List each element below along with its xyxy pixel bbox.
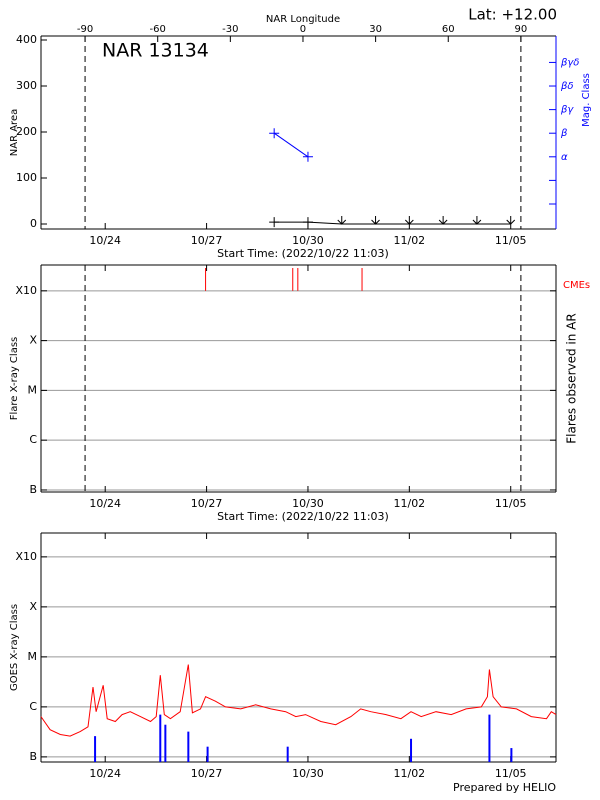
y-tick-label: C [29,700,37,713]
y-tick-label: X10 [15,550,37,563]
x2-tick-label: -30 [222,24,238,35]
series-line [273,132,309,158]
point-marker [438,215,448,225]
point-marker [371,215,380,225]
y2-tick-label: βγδ [560,57,579,68]
cme-label: CMEs [563,280,590,291]
x-axis-label: Start Time: (2022/10/22 11:03) [217,510,389,523]
x2-tick-label: -90 [77,24,93,35]
y-tick-label: X10 [15,284,37,297]
y-tick-label: 200 [16,125,37,138]
x2-tick-label: 0 [300,24,306,35]
y-tick-label: 0 [30,217,37,230]
y2-axis-label: Mag. Class [581,73,592,127]
x-tick-label: 11/05 [495,497,527,510]
y-tick-label: M [28,383,38,396]
point-marker [404,215,414,225]
y-tick-label: M [28,650,38,663]
y-tick-label: 100 [16,171,37,184]
y-axis-label: NAR Area [9,109,20,156]
x-tick-label: 10/30 [292,767,324,780]
point-marker [506,215,516,225]
point-marker [269,128,280,139]
y2-axis-label: Flares observed in AR [565,313,579,443]
x2-tick-label: -60 [150,24,166,35]
x2-axis-label: NAR Longitude [266,14,340,25]
x-tick-label: 10/27 [191,767,223,780]
x2-tick-label: 30 [369,24,382,35]
y-tick-label: 400 [16,33,37,46]
x-tick-label: 10/24 [89,767,121,780]
y2-tick-label: βδ [560,81,574,92]
point-marker [472,215,482,225]
y-axis-label: Flare X-ray Class [9,337,20,421]
x-tick-label: 11/05 [495,234,527,247]
footer: Prepared by HELIO [453,781,556,794]
y2-tick-label: βγ [560,105,574,116]
y2-tick-label: β [560,128,568,139]
x-tick-label: 10/24 [89,234,121,247]
y-tick-label: B [29,483,37,496]
x2-tick-label: 90 [515,24,528,35]
x-tick-label: 10/30 [292,497,324,510]
x-tick-label: 10/27 [191,234,223,247]
annotation: Lat: +12.00 [468,6,557,24]
x2-tick-label: 60 [442,24,455,35]
point-marker [302,151,313,162]
y-tick-label: X [29,600,37,613]
series-line [274,221,511,225]
y-tick-label: 300 [16,79,37,92]
y2-tick-label: α [561,152,568,163]
x-tick-label: 10/27 [191,497,223,510]
series-line [40,664,557,737]
y-tick-label: C [29,433,37,446]
x-tick-label: 11/02 [393,497,425,510]
x-axis-label: Start Time: (2022/10/22 11:03) [217,247,389,260]
point-marker [337,215,347,225]
y-axis-label: GOES X-ray Class [9,604,20,691]
point-marker [302,217,313,228]
x-tick-label: 11/02 [393,767,425,780]
x-tick-label: 10/30 [292,234,324,247]
x-tick-label: 11/02 [393,234,425,247]
x-tick-label: 11/05 [495,767,527,780]
x-tick-label: 10/24 [89,497,121,510]
chart-title: NAR 13134 [102,40,209,62]
y-tick-label: X [29,334,37,347]
y-tick-label: B [29,750,37,763]
point-marker [269,217,280,228]
